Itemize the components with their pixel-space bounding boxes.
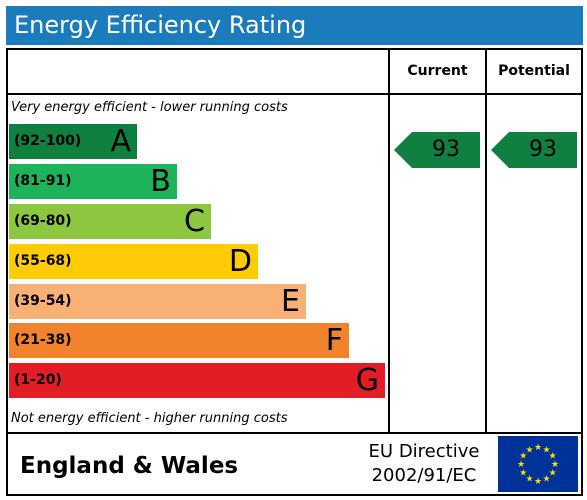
- band-letter-label: G: [355, 363, 379, 398]
- flag-star-icon: ★: [542, 475, 550, 485]
- band-letter-label: F: [325, 323, 343, 358]
- band-range-label: (92-100): [14, 133, 82, 149]
- flag-star-icon: ★: [549, 469, 557, 479]
- country-label: England & Wales: [20, 453, 239, 479]
- band-letter-label: E: [281, 284, 300, 319]
- eu-directive: EU Directive 2002/91/EC: [356, 440, 492, 488]
- flag-star-icon: ★: [534, 477, 542, 487]
- flag-star-icon: ★: [542, 445, 550, 455]
- arrow-shape-icon: [394, 132, 480, 168]
- bottom-note: Not energy efficient - higher running co…: [11, 411, 288, 426]
- flag-star-icon: ★: [519, 469, 527, 479]
- rating-chart-frame: [6, 48, 583, 496]
- header-divider: [6, 93, 583, 95]
- flag-star-icon: ★: [525, 445, 533, 455]
- potential-column-divider: [485, 48, 487, 434]
- band-range-label: (1-20): [14, 372, 62, 388]
- eu-flag-icon: ★ ★ ★ ★ ★ ★ ★ ★ ★ ★ ★ ★: [498, 436, 578, 492]
- directive-line-1: EU Directive: [368, 441, 480, 462]
- top-note: Very energy efficient - lower running co…: [11, 100, 288, 115]
- current-column-header: Current: [407, 63, 468, 79]
- band-range-label: (39-54): [14, 293, 72, 309]
- band-letter-label: B: [150, 164, 171, 199]
- potential-rating-value: 93: [529, 137, 557, 162]
- current-rating-value: 93: [432, 137, 460, 162]
- band-range-label: (81-91): [14, 173, 72, 189]
- band-b: (81-91) B: [9, 164, 177, 199]
- band-letter-label: A: [110, 124, 131, 159]
- flag-star-icon: ★: [551, 460, 559, 470]
- band-c: (69-80) C: [9, 204, 211, 239]
- flag-star-icon: ★: [534, 443, 542, 453]
- arrow-shape-icon: [491, 132, 577, 168]
- flag-star-icon: ★: [549, 452, 557, 462]
- band-range-label: (69-80): [14, 213, 72, 229]
- flag-star-icon: ★: [525, 475, 533, 485]
- band-range-label: (55-68): [14, 253, 72, 269]
- potential-column-header: Potential: [498, 63, 570, 79]
- band-d: (55-68) D: [9, 244, 258, 279]
- footer-divider: [6, 432, 583, 434]
- band-f: (21-38) F: [9, 323, 349, 358]
- current-rating-arrow: 93: [394, 132, 480, 168]
- band-letter-label: C: [184, 204, 205, 239]
- flag-star-icon: ★: [519, 452, 527, 462]
- flag-star-icon: ★: [517, 460, 525, 470]
- band-letter-label: D: [228, 244, 252, 279]
- potential-rating-arrow: 93: [491, 132, 577, 168]
- band-e: (39-54) E: [9, 284, 306, 319]
- current-column-divider: [388, 48, 390, 434]
- directive-line-2: 2002/91/EC: [371, 465, 477, 486]
- chart-title: Energy Efficiency Rating: [6, 6, 583, 45]
- band-a: (92-100) A: [9, 124, 137, 159]
- band-g: (1-20) G: [9, 363, 385, 398]
- band-range-label: (21-38): [14, 332, 72, 348]
